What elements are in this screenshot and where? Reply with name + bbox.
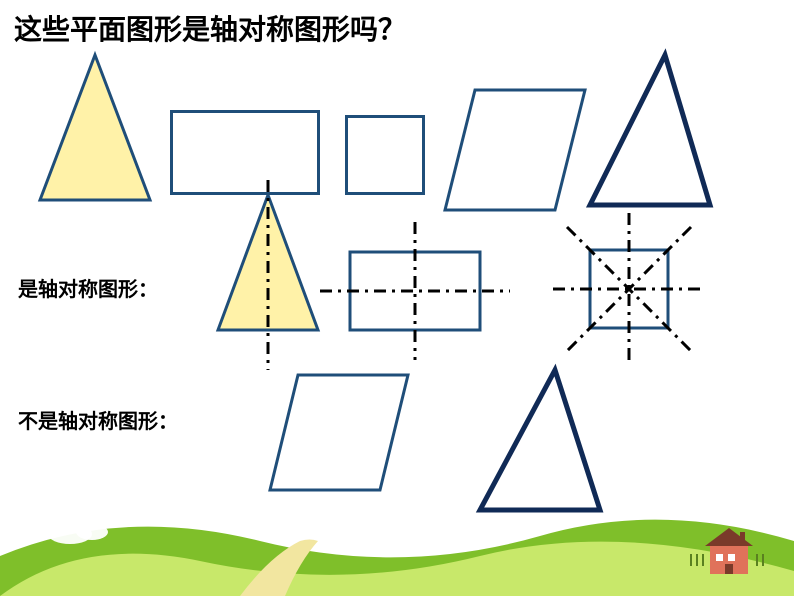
label-not-symmetric: 不是轴对称图形： xyxy=(18,405,178,434)
label-symmetric: 是轴对称图形： xyxy=(18,273,158,302)
shape-rectangle-top xyxy=(170,110,320,195)
shape-parallelogram-top xyxy=(445,90,585,210)
scenery-footer xyxy=(0,486,794,596)
symmetric-rectangle xyxy=(320,212,510,370)
shape-iso-triangle-top xyxy=(40,55,150,200)
shape-scalene-triangle-top xyxy=(590,55,710,205)
not-parallelogram xyxy=(270,375,408,490)
symmetric-square xyxy=(545,205,713,373)
page-title: 这些平面图形是轴对称图形吗？ xyxy=(14,8,406,48)
shape-square-top xyxy=(345,115,425,195)
